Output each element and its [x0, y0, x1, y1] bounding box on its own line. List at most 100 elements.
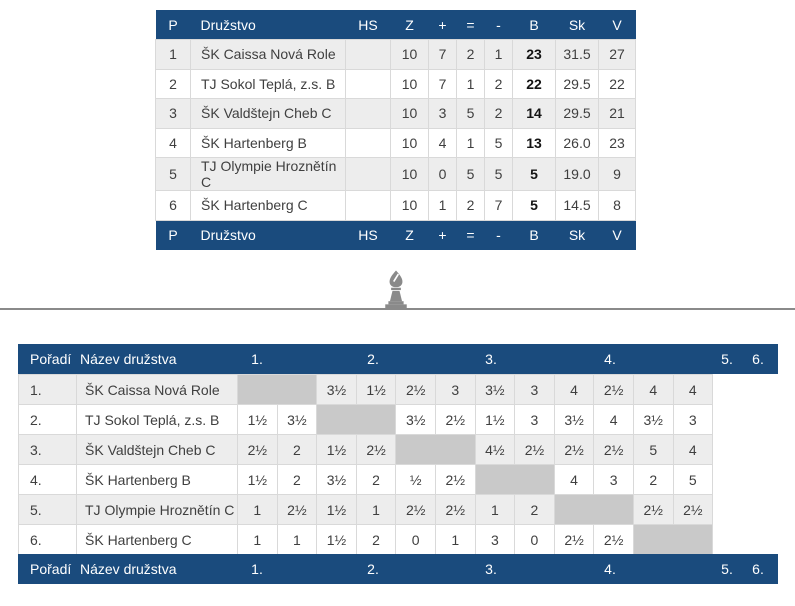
- diagonal-cell: [316, 404, 397, 435]
- crosstable-header-round-4: 4.: [604, 351, 616, 367]
- result-cell: 1: [474, 494, 516, 525]
- result-cell: 4: [553, 374, 595, 405]
- standings-cell-losses: 2: [484, 98, 513, 129]
- crosstable-cell-team: TJ Sokol Teplá, z.s. B: [76, 404, 238, 435]
- standings-cell-score: 31.5: [555, 39, 599, 70]
- col-header-v: V: [598, 10, 636, 40]
- standings-cell-points: 14: [512, 98, 556, 129]
- standings-cell-wins: 1: [428, 190, 457, 221]
- standings-cell-points: 22: [512, 68, 556, 99]
- standings-cell-draws: 1: [456, 68, 485, 99]
- col-header-rank: P: [155, 10, 191, 40]
- crosstable-footer-round-5: 5.: [721, 561, 733, 577]
- col-footer-losses: -: [484, 220, 513, 250]
- crosstable: 1. ŠK Caissa Nová Role 3½ 1½ 2½ 3 3½ 3 4 2½ 4 4 2. TJ…: [18, 374, 714, 555]
- diagonal-cell: [474, 464, 555, 495]
- standings-row: 1 ŠK Caissa Nová Role 10 7 2 1 23 31.5 27: [155, 39, 636, 70]
- standings-cell-rank: 4: [155, 127, 191, 158]
- result-cell: 4½: [474, 434, 516, 465]
- result-cell: 2: [355, 524, 397, 555]
- crosstable-header-round-1: 1.: [251, 351, 263, 367]
- standings-cell-hs: [345, 190, 391, 221]
- crosstable-header-round-5: 5.: [721, 351, 733, 367]
- result-cell: 3: [593, 464, 634, 495]
- crosstable-cell-team: ŠK Valdštejn Cheb C: [76, 434, 238, 465]
- col-footer-team: Družstvo: [190, 220, 346, 250]
- result-cell: 4: [672, 434, 714, 465]
- result-cell: 0: [514, 524, 555, 555]
- col-footer-draws: =: [456, 220, 485, 250]
- standings-cell-games: 10: [390, 39, 429, 70]
- crosstable-cell-team: ŠK Hartenberg B: [76, 464, 238, 495]
- col-header-losses: -: [484, 10, 513, 40]
- col-header-points: B: [512, 10, 556, 40]
- standings-row: 3 ŠK Valdštejn Cheb C 10 3 5 2 14 29.5 21: [155, 98, 636, 129]
- result-cell: 3½: [632, 404, 674, 435]
- result-cell: 1½: [355, 374, 397, 405]
- result-cell: 2½: [395, 374, 436, 405]
- standings-cell-losses: 1: [484, 39, 513, 70]
- crosstable-cell-rank: 2.: [18, 404, 77, 435]
- result-cell: 1½: [474, 404, 516, 435]
- standings-cell-games: 10: [390, 157, 429, 191]
- result-cell: 3: [514, 374, 555, 405]
- result-cell: 4: [632, 374, 674, 405]
- result-cell: 2: [276, 464, 318, 495]
- standings-cell-games: 10: [390, 190, 429, 221]
- result-cell: 1½: [237, 404, 278, 435]
- result-cell: 2½: [514, 434, 555, 465]
- result-cell: 3: [672, 404, 714, 435]
- result-cell: 2½: [434, 404, 476, 435]
- crosstable-footer-round-6: 6.: [752, 561, 764, 577]
- col-footer-points: B: [512, 220, 556, 250]
- standings-cell-games: 10: [390, 68, 429, 99]
- result-cell: 2½: [593, 434, 634, 465]
- standings-cell-v: 27: [598, 39, 636, 70]
- result-cell: 4: [672, 374, 714, 405]
- crosstable-header-round-3: 3.: [485, 351, 497, 367]
- result-cell: ½: [395, 464, 436, 495]
- result-cell: 3½: [553, 404, 595, 435]
- standings-cell-v: 23: [598, 127, 636, 158]
- standings-body: 1 ŠK Caissa Nová Role 10 7 2 1 23 31.5 27 2 TJ Sok…: [155, 39, 636, 221]
- result-cell: 5: [632, 434, 674, 465]
- result-cell: 2: [632, 464, 674, 495]
- result-cell: 2½: [593, 524, 634, 555]
- crosstable-row: 3. ŠK Valdštejn Cheb C 2½ 2 1½ 2½ 4½ 2½ 2½ 2½ 5 4: [18, 434, 714, 465]
- crosstable-footer-name: Název družstva: [80, 561, 177, 577]
- diagonal-cell: [236, 374, 318, 405]
- standings-cell-wins: 3: [428, 98, 457, 129]
- crosstable-row: 4. ŠK Hartenberg B 1½ 2 3½ 2 ½ 2½ 4 3 2 5: [18, 464, 714, 495]
- standings-cell-hs: [345, 39, 391, 70]
- col-footer-v: V: [598, 220, 636, 250]
- crosstable-cell-rank: 4.: [18, 464, 77, 495]
- standings-row: 2 TJ Sokol Teplá, z.s. B 10 7 1 2 22 29.5 22: [155, 68, 636, 99]
- crosstable-footer-round-1: 1.: [251, 561, 263, 577]
- standings-cell-rank: 5: [155, 157, 191, 191]
- crosstable-row: 6. ŠK Hartenberg C 1 1 1½ 2 0 1 3 0 2½ 2½: [18, 524, 714, 555]
- standings-cell-losses: 7: [484, 190, 513, 221]
- standings-cell-points: 5: [512, 157, 556, 191]
- result-cell: 1: [237, 524, 278, 555]
- standings-cell-score: 14.5: [555, 190, 599, 221]
- crosstable-body: 1. ŠK Caissa Nová Role 3½ 1½ 2½ 3 3½ 3 4 2½ 4 4 2. TJ…: [18, 374, 714, 555]
- standings-cell-wins: 7: [428, 68, 457, 99]
- crosstable-cell-team: ŠK Caissa Nová Role: [76, 374, 238, 405]
- standings-footer-row: P Družstvo HS Z + = - B Sk V: [155, 220, 636, 250]
- result-cell: 2½: [434, 464, 476, 495]
- standings-cell-score: 29.5: [555, 68, 599, 99]
- standings-table: P Družstvo HS Z + = - B Sk V 1 ŠK Caissa …: [155, 10, 636, 250]
- result-cell: 3½: [316, 464, 357, 495]
- crosstable-cell-rank: 3.: [18, 434, 77, 465]
- standings-cell-games: 10: [390, 127, 429, 158]
- result-cell: 2½: [553, 434, 595, 465]
- crosstable-footer: Pořadí Název družstva 1. 2. 3. 4. 5. 6.: [18, 554, 778, 584]
- crosstable-footer-rank: Pořadí: [30, 561, 72, 577]
- result-cell: 2½: [355, 434, 397, 465]
- col-footer-games: Z: [390, 220, 429, 250]
- crosstable-row: 5. TJ Olympie Hroznětín C 1 2½ 1½ 1 2½ 2½ 1 2 2½ 2½: [18, 494, 714, 525]
- result-cell: 2½: [237, 434, 278, 465]
- result-cell: 2: [355, 464, 397, 495]
- result-cell: 1: [355, 494, 397, 525]
- result-cell: 3: [434, 374, 476, 405]
